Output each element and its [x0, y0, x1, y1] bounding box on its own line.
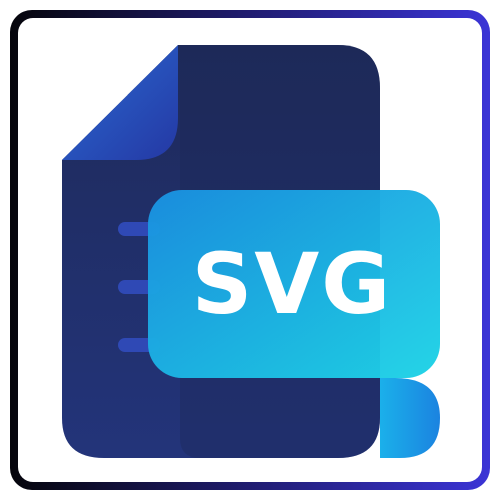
- document-fold-corner: [62, 45, 178, 160]
- file-type-label: SVG: [192, 235, 392, 333]
- badge-curl: [380, 378, 440, 458]
- file-type-badge: [148, 190, 440, 378]
